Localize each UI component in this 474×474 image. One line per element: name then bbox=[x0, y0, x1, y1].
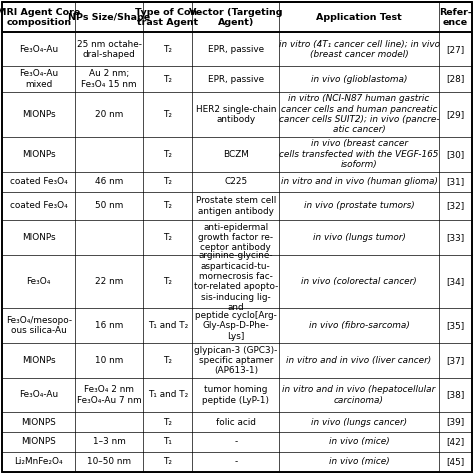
Text: HER2 single-chain
antibody: HER2 single-chain antibody bbox=[196, 105, 276, 124]
Text: in vitro and in vivo (human glioma): in vitro and in vivo (human glioma) bbox=[281, 177, 438, 186]
Text: T₂: T₂ bbox=[163, 110, 172, 119]
Text: [42]: [42] bbox=[446, 438, 465, 447]
Text: MIONPs: MIONPs bbox=[22, 110, 55, 119]
Text: in vivo (lungs tumor): in vivo (lungs tumor) bbox=[312, 233, 405, 242]
Text: in vivo (lungs cancer): in vivo (lungs cancer) bbox=[311, 418, 407, 427]
Text: in vitro (4T₁ cancer cell line); in vivo
(breast cancer model): in vitro (4T₁ cancer cell line); in vivo… bbox=[279, 39, 439, 59]
Text: 10 nm: 10 nm bbox=[95, 356, 123, 365]
Text: [33]: [33] bbox=[446, 233, 465, 242]
Text: in vivo (mice): in vivo (mice) bbox=[328, 438, 389, 447]
Text: T₂: T₂ bbox=[163, 74, 172, 83]
Text: glypican-3 (GPC3)-
specific aptamer
(AP613-1): glypican-3 (GPC3)- specific aptamer (AP6… bbox=[194, 346, 277, 375]
Text: peptide cyclo[Arg-
Gly-Asp-D-Phe-
Lys]: peptide cyclo[Arg- Gly-Asp-D-Phe- Lys] bbox=[195, 311, 277, 341]
Text: EPR, passive: EPR, passive bbox=[208, 45, 264, 54]
Text: 22 nm: 22 nm bbox=[95, 277, 123, 286]
Text: in vivo (glioblastoma): in vivo (glioblastoma) bbox=[311, 74, 407, 83]
Text: [37]: [37] bbox=[446, 356, 465, 365]
Text: Vector (Targeting
Agent): Vector (Targeting Agent) bbox=[189, 8, 283, 27]
Text: T₂: T₂ bbox=[163, 150, 172, 159]
Text: T₂: T₂ bbox=[163, 233, 172, 242]
Text: Fe₃O₄-Au
mixed: Fe₃O₄-Au mixed bbox=[19, 69, 58, 89]
Text: T₂: T₂ bbox=[163, 177, 172, 186]
Text: EPR, passive: EPR, passive bbox=[208, 74, 264, 83]
Text: coated Fe₃O₄: coated Fe₃O₄ bbox=[10, 177, 68, 186]
Text: T₂: T₂ bbox=[163, 201, 172, 210]
Text: MIONPs: MIONPs bbox=[22, 150, 55, 159]
Text: folic acid: folic acid bbox=[216, 418, 256, 427]
Text: in vitro (NCI-N87 human gastric
cancer cells and human pancreatic
cancer cells S: in vitro (NCI-N87 human gastric cancer c… bbox=[279, 94, 439, 135]
Text: Type of Con-
trast Agent: Type of Con- trast Agent bbox=[135, 8, 201, 27]
Text: [39]: [39] bbox=[446, 418, 465, 427]
Text: BCZM: BCZM bbox=[223, 150, 249, 159]
Text: in vitro and in vivo (hepatocellular
carcinoma): in vitro and in vivo (hepatocellular car… bbox=[283, 385, 436, 405]
Text: 1–3 nm: 1–3 nm bbox=[93, 438, 126, 447]
Text: MIONPS: MIONPS bbox=[21, 438, 56, 447]
Text: NPs Size/Shape: NPs Size/Shape bbox=[68, 13, 150, 22]
Text: 25 nm octahe-
dral-shaped: 25 nm octahe- dral-shaped bbox=[77, 39, 142, 59]
Text: T₂: T₂ bbox=[163, 457, 172, 466]
Text: Fe₃O₄ 2 nm
Fe₃O₄-Au 7 nm: Fe₃O₄ 2 nm Fe₃O₄-Au 7 nm bbox=[77, 385, 142, 405]
Text: 16 nm: 16 nm bbox=[95, 321, 123, 330]
Text: Fe₃O₄/mesopo-
ous silica-Au: Fe₃O₄/mesopo- ous silica-Au bbox=[6, 316, 72, 336]
Text: 46 nm: 46 nm bbox=[95, 177, 123, 186]
Text: T₂: T₂ bbox=[163, 356, 172, 365]
Text: -: - bbox=[234, 438, 237, 447]
Text: anti-epidermal
growth factor re-
ceptor antibody: anti-epidermal growth factor re- ceptor … bbox=[198, 223, 273, 253]
Text: arginine-glycine-
asparticacid-tu-
mornecrosis fac-
tor-related apopto-
sis-indu: arginine-glycine- asparticacid-tu- morne… bbox=[194, 251, 278, 312]
Text: [45]: [45] bbox=[446, 457, 465, 466]
Text: MIONPs: MIONPs bbox=[22, 356, 55, 365]
Text: MIONPs: MIONPs bbox=[22, 233, 55, 242]
Text: MIONPS: MIONPS bbox=[21, 418, 56, 427]
Text: [38]: [38] bbox=[446, 391, 465, 400]
Text: C225: C225 bbox=[224, 177, 247, 186]
Text: T₂: T₂ bbox=[163, 45, 172, 54]
Text: [35]: [35] bbox=[446, 321, 465, 330]
Text: [29]: [29] bbox=[446, 110, 465, 119]
Text: Au 2 nm;
Fe₃O₄ 15 nm: Au 2 nm; Fe₃O₄ 15 nm bbox=[82, 69, 137, 89]
Text: T₁ and T₂: T₁ and T₂ bbox=[148, 391, 188, 400]
Text: Fe₃O₄: Fe₃O₄ bbox=[27, 277, 51, 286]
Text: [28]: [28] bbox=[446, 74, 465, 83]
Text: T₂: T₂ bbox=[163, 277, 172, 286]
Text: [31]: [31] bbox=[446, 177, 465, 186]
Text: MRI Agent Core
composition: MRI Agent Core composition bbox=[0, 8, 81, 27]
Text: [27]: [27] bbox=[446, 45, 465, 54]
Text: -: - bbox=[234, 457, 237, 466]
Text: in vivo (prostate tumors): in vivo (prostate tumors) bbox=[304, 201, 414, 210]
Text: 50 nm: 50 nm bbox=[95, 201, 123, 210]
Text: in vivo (breast cancer
cells transfected with the VEGF-165
isoform): in vivo (breast cancer cells transfected… bbox=[279, 139, 439, 169]
Text: [34]: [34] bbox=[446, 277, 465, 286]
Text: Fe₃O₄-Au: Fe₃O₄-Au bbox=[19, 391, 58, 400]
Text: 10–50 nm: 10–50 nm bbox=[87, 457, 131, 466]
Text: in vivo (mice): in vivo (mice) bbox=[328, 457, 389, 466]
Text: in vitro and in vivo (liver cancer): in vitro and in vivo (liver cancer) bbox=[286, 356, 432, 365]
Text: Application Test: Application Test bbox=[316, 13, 402, 22]
Text: tumor homing
peptide (LyP-1): tumor homing peptide (LyP-1) bbox=[202, 385, 269, 405]
Text: [32]: [32] bbox=[446, 201, 465, 210]
Text: Li₂MnFe₂O₄: Li₂MnFe₂O₄ bbox=[14, 457, 63, 466]
Text: T₁ and T₂: T₁ and T₂ bbox=[148, 321, 188, 330]
Text: T₁: T₁ bbox=[164, 438, 172, 447]
Text: 20 nm: 20 nm bbox=[95, 110, 123, 119]
Text: T₂: T₂ bbox=[163, 418, 172, 427]
Text: in vivo (colorectal cancer): in vivo (colorectal cancer) bbox=[301, 277, 417, 286]
Text: in vivo (fibro-sarcoma): in vivo (fibro-sarcoma) bbox=[309, 321, 410, 330]
Text: Prostate stem cell
antigen antibody: Prostate stem cell antigen antibody bbox=[196, 196, 276, 216]
Text: coated Fe₃O₄: coated Fe₃O₄ bbox=[10, 201, 68, 210]
Text: [30]: [30] bbox=[446, 150, 465, 159]
Text: Fe₃O₄-Au: Fe₃O₄-Au bbox=[19, 45, 58, 54]
Text: Refer-
ence: Refer- ence bbox=[439, 8, 472, 27]
